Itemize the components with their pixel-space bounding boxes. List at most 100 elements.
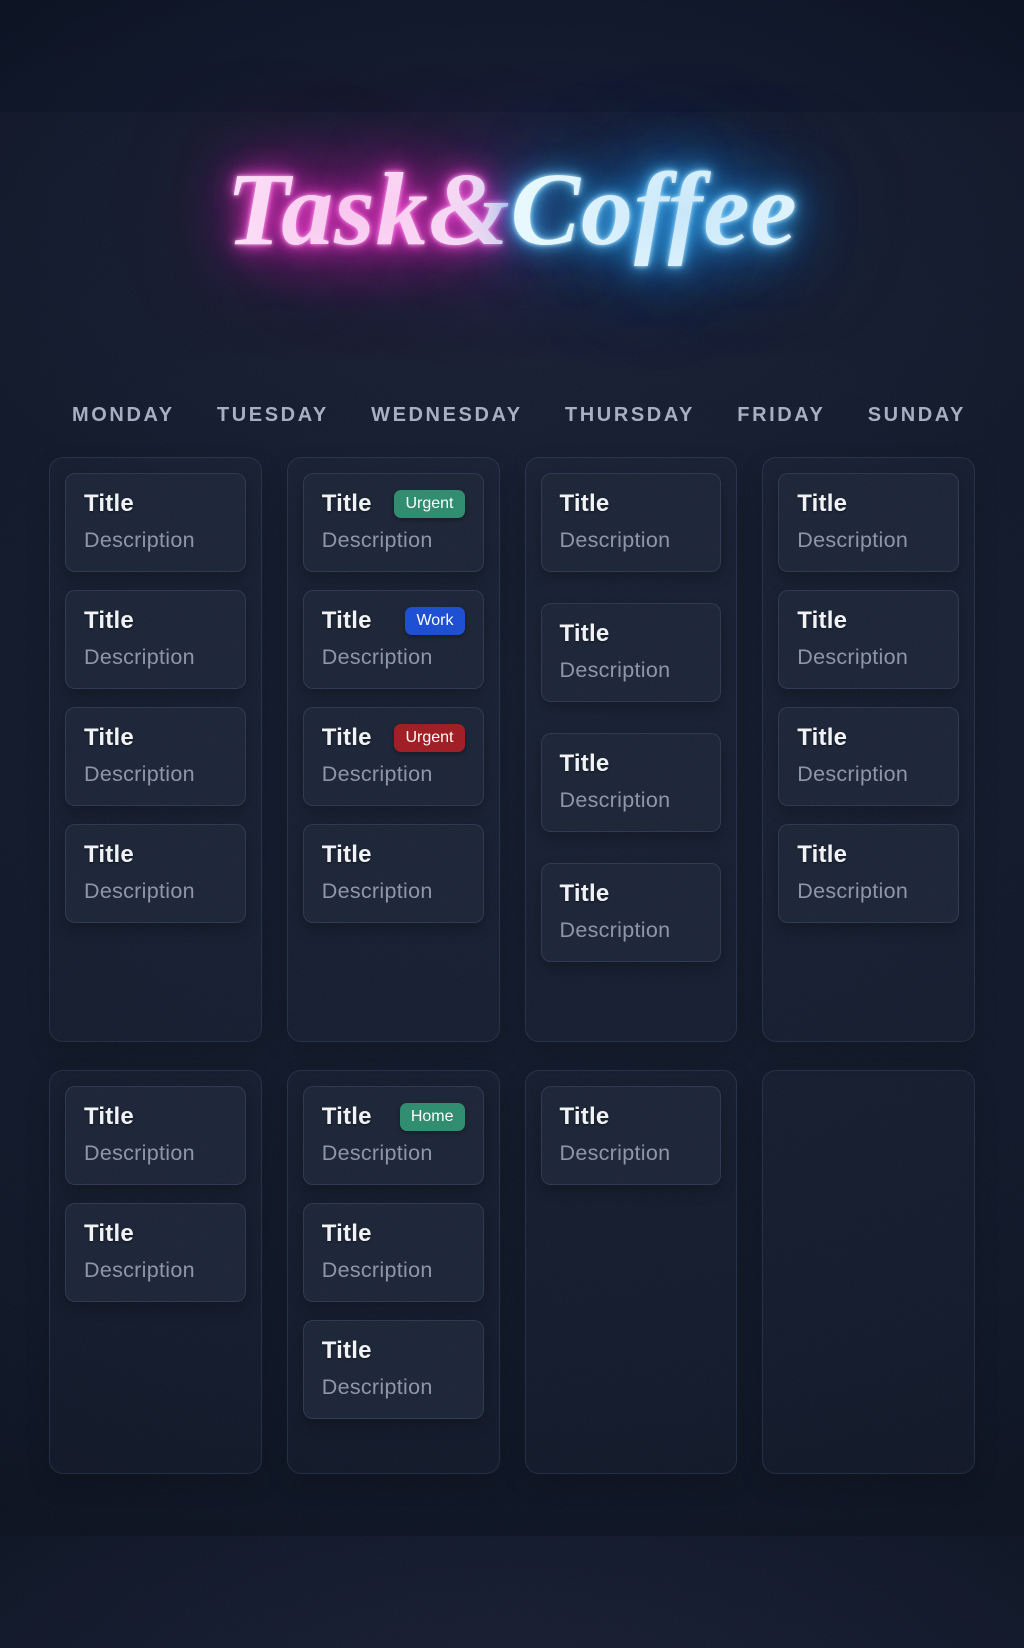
task-description: Description — [559, 528, 671, 552]
day-column: Title Home Description Title Description Titl… — [286, 1070, 500, 1474]
task-title: Title — [559, 750, 610, 777]
day-column: Title Description — [524, 1070, 738, 1474]
task-description: Description — [321, 879, 433, 903]
task-card-header: Title Work — [322, 607, 465, 635]
task-card[interactable]: Title Description — [778, 707, 959, 806]
task-card[interactable]: Title Description — [778, 473, 959, 572]
task-card-header: Title — [84, 490, 227, 518]
task-card[interactable]: Title Home Description — [302, 1086, 484, 1185]
task-title: Title — [84, 1103, 134, 1130]
board-row-bottom: Title Description Title Description Title Hom… — [49, 1070, 975, 1474]
task-title: Title — [321, 1103, 372, 1130]
task-card[interactable]: Title Work Description — [302, 590, 484, 689]
task-description: Description — [321, 528, 433, 552]
task-description: Description — [797, 528, 909, 552]
task-card-header: Title — [560, 750, 703, 778]
task-badge-work: Work — [405, 607, 465, 635]
task-card-header: Title — [560, 880, 703, 908]
task-card[interactable]: Title Description — [778, 824, 959, 923]
app-header: Task&Coffee — [0, 72, 1024, 352]
task-card[interactable]: Title Description — [302, 1203, 484, 1302]
task-description: Description — [321, 762, 433, 786]
task-card-header: Title — [84, 1103, 227, 1131]
task-description: Description — [321, 1258, 433, 1282]
task-title: Title — [797, 607, 848, 634]
task-card-header: Title — [797, 490, 940, 518]
task-card-header: Title — [560, 1103, 703, 1131]
task-card[interactable]: Title Description — [540, 603, 722, 702]
task-description: Description — [559, 788, 671, 812]
task-title: Title — [797, 490, 848, 517]
task-board: Title Description Title Description Title Des… — [0, 457, 1024, 1474]
task-card-header: Title — [797, 607, 940, 635]
day-column — [762, 1070, 975, 1474]
task-card[interactable]: Title Description — [65, 707, 246, 806]
task-card[interactable]: Title Description — [302, 1320, 484, 1419]
task-card[interactable]: Title Description — [302, 824, 484, 923]
task-title: Title — [84, 1220, 134, 1247]
task-description: Description — [84, 1141, 195, 1165]
task-description: Description — [84, 645, 195, 669]
task-card-header: Title Home — [322, 1103, 465, 1131]
task-card-header: Title — [797, 724, 940, 752]
task-title: Title — [321, 724, 372, 751]
task-card-header: Title — [322, 1220, 465, 1248]
task-card-header: Title — [84, 1220, 227, 1248]
day-label-sunday: SUNDAY — [867, 404, 966, 426]
day-header-row: MONDAY TUESDAY WEDNESDAY THURSDAY FRIDAY SUND… — [72, 404, 966, 427]
task-card-header: Title — [560, 620, 703, 648]
day-label-friday: FRIDAY — [737, 404, 826, 426]
task-badge-urgent: Urgent — [394, 490, 465, 518]
task-description: Description — [559, 658, 671, 682]
task-title: Title — [797, 841, 848, 868]
task-card-header: Title — [322, 1337, 465, 1365]
task-description: Description — [84, 528, 195, 552]
day-label-monday: MONDAY — [72, 404, 175, 426]
task-title: Title — [321, 841, 372, 868]
task-card[interactable]: Title Description — [540, 733, 722, 832]
task-title: Title — [321, 490, 372, 517]
board-row-top: Title Description Title Description Title Des… — [49, 457, 975, 1042]
task-card-header: Title Urgent — [322, 490, 465, 518]
task-badge-home: Home — [399, 1103, 465, 1131]
task-card-header: Title — [84, 724, 227, 752]
app-title-task: Task& — [226, 152, 511, 267]
task-card[interactable]: Title Description — [65, 473, 246, 572]
task-title: Title — [559, 620, 610, 647]
task-card[interactable]: Title Description — [540, 863, 722, 962]
task-description: Description — [321, 645, 433, 669]
task-title: Title — [559, 1103, 610, 1130]
task-card[interactable]: Title Description — [540, 1086, 722, 1185]
day-column: Title Description Title Description Title Des… — [524, 457, 738, 1042]
day-column: Title Description Title Description Title Des… — [762, 457, 975, 1042]
task-card[interactable]: Title Description — [65, 1203, 246, 1302]
task-card[interactable]: Title Description — [65, 590, 246, 689]
task-title: Title — [84, 607, 134, 634]
task-title: Title — [321, 607, 372, 634]
task-title: Title — [559, 490, 610, 517]
task-card[interactable]: Title Urgent Description — [302, 707, 484, 806]
task-card-header: Title — [322, 841, 465, 869]
task-title: Title — [321, 1337, 372, 1364]
task-title: Title — [559, 880, 610, 907]
task-title: Title — [84, 490, 134, 517]
task-title: Title — [321, 1220, 372, 1247]
task-title: Title — [797, 724, 848, 751]
task-card[interactable]: Title Description — [65, 824, 246, 923]
task-badge-urgent: Urgent — [394, 724, 465, 752]
day-column: Title Description Title Description — [49, 1070, 262, 1474]
task-card-header: Title — [797, 841, 940, 869]
task-card[interactable]: Title Description — [778, 590, 959, 689]
task-card[interactable]: Title Urgent Description — [302, 473, 484, 572]
task-card[interactable]: Title Description — [65, 1086, 246, 1185]
task-title: Title — [84, 841, 134, 868]
task-title: Title — [84, 724, 134, 751]
day-label-wednesday: WEDNESDAY — [371, 404, 523, 426]
task-description: Description — [321, 1141, 433, 1165]
task-description: Description — [84, 762, 195, 786]
task-card-header: Title — [560, 490, 703, 518]
task-card[interactable]: Title Description — [540, 473, 722, 572]
app-title: Task&Coffee — [226, 158, 797, 262]
task-description: Description — [321, 1375, 433, 1399]
app-title-coffee: Coffee — [510, 152, 798, 267]
